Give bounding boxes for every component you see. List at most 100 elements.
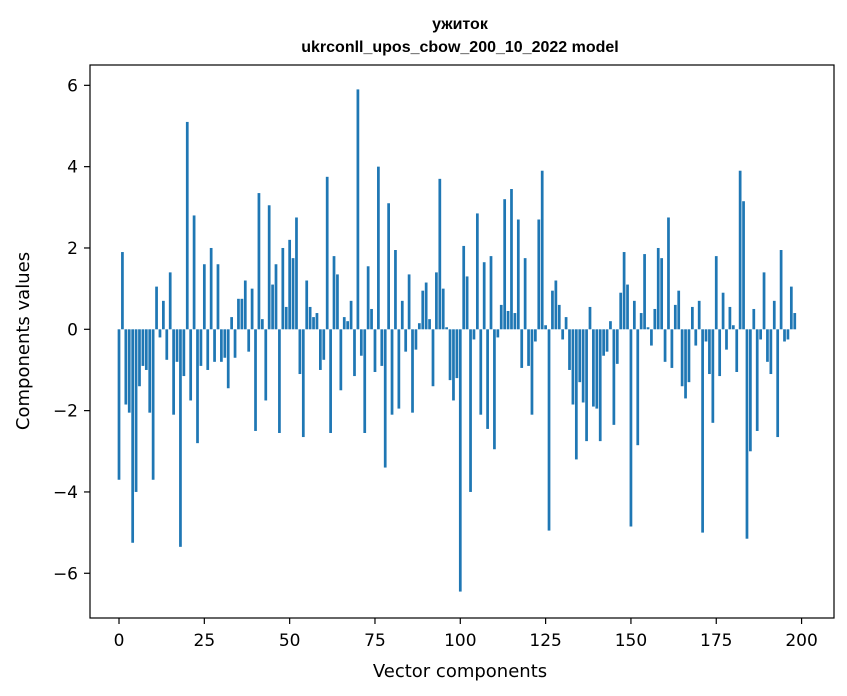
- y-axis-label: Components values: [13, 252, 34, 430]
- bar-37: [243, 280, 247, 330]
- bar-109: [489, 256, 493, 330]
- bar-163: [673, 304, 677, 330]
- bar-17: [175, 329, 179, 362]
- bar-152: [636, 329, 640, 446]
- x-axis-label: Vector components: [373, 661, 547, 682]
- bar-79: [387, 203, 390, 330]
- bar-12: [158, 329, 162, 338]
- bar-123: [537, 219, 541, 330]
- bar-126: [547, 329, 551, 531]
- bar-147: [619, 292, 623, 330]
- bar-56: [308, 306, 312, 330]
- bar-62: [329, 329, 332, 433]
- bar-168: [691, 306, 694, 330]
- bar-29: [216, 264, 220, 330]
- bar-160: [663, 329, 667, 362]
- bar-65: [339, 329, 343, 391]
- bar-78: [383, 329, 387, 468]
- bar-28: [213, 329, 216, 362]
- bar-88: [417, 323, 421, 330]
- bar-87: [414, 329, 418, 350]
- bar-190: [766, 329, 769, 362]
- bar-161: [667, 217, 670, 330]
- x-tick-label: 200: [785, 631, 817, 651]
- bar-100: [458, 329, 462, 592]
- chart-title: ужиток: [432, 16, 489, 33]
- bar-136: [581, 329, 585, 403]
- bar-69: [353, 329, 356, 377]
- bar-99: [455, 329, 459, 379]
- plot-frame: [89, 64, 835, 619]
- bar-80: [390, 329, 394, 415]
- bar-57: [312, 317, 315, 330]
- bar-2: [124, 329, 128, 405]
- bar-176: [718, 329, 722, 377]
- bar-51: [291, 258, 295, 330]
- bars-group: [117, 89, 797, 592]
- bar-38: [247, 329, 251, 352]
- bar-81: [394, 250, 397, 330]
- bar-24: [199, 329, 203, 366]
- bar-146: [615, 329, 619, 364]
- bar-48: [281, 247, 285, 330]
- bar-139: [592, 329, 595, 407]
- bar-77: [380, 329, 384, 366]
- bar-93: [435, 272, 438, 330]
- bar-107: [482, 262, 486, 330]
- bar-0: [117, 329, 121, 480]
- bar-104: [472, 329, 476, 340]
- bar-198: [793, 313, 797, 330]
- bar-9: [148, 329, 152, 413]
- bar-143: [605, 329, 609, 352]
- bar-4: [131, 329, 135, 543]
- bar-155: [646, 327, 650, 330]
- bar-23: [196, 329, 199, 444]
- x-tick-label: 125: [529, 631, 561, 651]
- bar-196: [786, 329, 790, 340]
- x-tick-label: 175: [700, 631, 732, 651]
- bar-114: [506, 311, 510, 330]
- bar-41: [257, 193, 261, 330]
- bar-110: [493, 329, 496, 450]
- bar-14: [165, 329, 169, 360]
- bar-40: [254, 329, 257, 431]
- bar-138: [588, 306, 592, 330]
- bar-105: [475, 213, 479, 330]
- bar-184: [745, 329, 749, 539]
- x-tick-label: 0: [114, 631, 125, 651]
- bar-64: [336, 274, 339, 330]
- bar-16: [172, 329, 175, 415]
- bar-124: [540, 170, 544, 330]
- bar-45: [271, 284, 274, 330]
- y-tick-label: −4: [53, 483, 78, 503]
- bar-169: [694, 329, 698, 346]
- bar-11: [155, 286, 158, 330]
- bar-25: [202, 264, 206, 330]
- bar-96: [445, 327, 449, 330]
- bar-182: [738, 170, 742, 330]
- y-tick-label: 2: [67, 239, 78, 259]
- bar-131: [564, 317, 568, 330]
- bar-63: [332, 256, 336, 330]
- bar-122: [534, 329, 537, 342]
- bar-84: [404, 329, 408, 352]
- bar-112: [499, 304, 503, 330]
- bar-44: [267, 205, 271, 330]
- bar-61: [325, 176, 329, 330]
- bar-127: [551, 290, 554, 330]
- bar-27: [209, 247, 213, 330]
- y-tick-label: −2: [53, 402, 78, 422]
- bar-85: [407, 274, 411, 330]
- bar-54: [301, 329, 305, 438]
- bar-118: [520, 329, 524, 368]
- bar-194: [779, 250, 783, 330]
- bar-83: [400, 300, 404, 330]
- bar-156: [650, 329, 653, 346]
- bar-132: [568, 329, 571, 370]
- bar-82: [397, 329, 401, 409]
- bar-101: [462, 245, 466, 330]
- bar-67: [346, 321, 350, 330]
- bar-116: [513, 313, 517, 330]
- bar-6: [138, 329, 141, 387]
- y-tick-label: 0: [67, 320, 78, 340]
